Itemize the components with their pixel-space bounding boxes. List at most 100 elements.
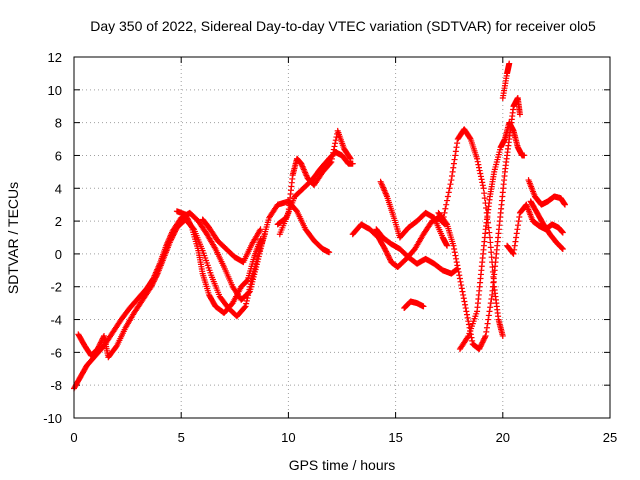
data-point	[451, 249, 458, 256]
y-tick-label: -2	[50, 280, 62, 295]
y-tick-label: -6	[50, 345, 62, 360]
data-point	[487, 300, 494, 307]
data-point	[245, 289, 252, 296]
data-point	[487, 304, 494, 311]
data-point	[476, 167, 483, 174]
data-point	[148, 283, 155, 290]
data-point	[168, 236, 175, 243]
data-point	[447, 181, 454, 188]
series-sat-o	[525, 177, 568, 208]
data-point	[450, 160, 457, 167]
data-point	[98, 338, 105, 345]
chart-title: Day 350 of 2022, Sidereal Day-to-day VTE…	[90, 18, 596, 34]
data-point	[476, 344, 483, 351]
data-point	[97, 340, 104, 347]
data-point	[454, 140, 461, 147]
x-tick-label: 0	[70, 430, 77, 445]
data-point	[170, 232, 177, 239]
y-tick-label: -8	[50, 378, 62, 393]
data-point	[149, 281, 156, 288]
data-point	[477, 170, 484, 177]
data-point	[480, 338, 487, 345]
data-point	[481, 190, 488, 197]
data-point	[440, 213, 447, 220]
data-point	[513, 234, 520, 241]
series-sat-h	[377, 178, 451, 249]
data-point	[474, 158, 481, 165]
data-point	[243, 297, 250, 304]
y-tick-label: -10	[43, 411, 62, 426]
data-point	[261, 231, 268, 238]
data-point	[184, 215, 191, 222]
data-point	[475, 161, 482, 168]
data-point	[456, 275, 463, 282]
data-point	[188, 223, 195, 230]
data-points	[71, 60, 568, 392]
data-point	[481, 335, 488, 342]
data-point	[151, 277, 158, 284]
data-point	[384, 251, 391, 258]
data-point	[382, 247, 389, 254]
data-point	[460, 291, 467, 298]
data-point	[444, 193, 451, 200]
data-point	[244, 277, 251, 284]
data-point	[515, 222, 522, 229]
data-point	[513, 230, 520, 237]
data-point	[441, 209, 448, 216]
data-point	[446, 185, 453, 192]
data-point	[511, 242, 518, 249]
data-point	[458, 285, 465, 292]
x-axis-label: GPS time / hours	[289, 457, 396, 473]
data-point	[167, 237, 174, 244]
series-sat-k	[435, 95, 523, 353]
data-point	[482, 334, 489, 341]
data-point	[480, 185, 487, 192]
series-sat-m	[456, 119, 528, 353]
data-point	[452, 148, 459, 155]
data-point	[452, 152, 459, 159]
data-point	[148, 282, 155, 289]
y-tick-label: 2	[55, 214, 62, 229]
data-point	[558, 244, 565, 251]
data-point	[455, 268, 462, 275]
data-point	[509, 250, 516, 257]
data-point	[185, 216, 192, 223]
data-point	[170, 231, 177, 238]
data-point	[486, 229, 493, 236]
data-point	[486, 308, 493, 315]
data-point	[485, 312, 492, 319]
data-point	[385, 253, 392, 260]
data-point	[464, 314, 471, 321]
series-sat-n	[499, 60, 513, 102]
data-point	[385, 252, 392, 259]
y-tick-label: -4	[50, 313, 62, 328]
data-point	[456, 272, 463, 279]
data-point	[457, 278, 464, 285]
data-point	[479, 179, 486, 186]
data-point	[561, 201, 568, 208]
data-point	[243, 278, 250, 285]
data-point	[150, 279, 157, 286]
data-point	[442, 205, 449, 212]
data-point	[512, 238, 519, 245]
data-point	[466, 135, 473, 142]
data-point	[483, 328, 490, 335]
data-point	[454, 265, 461, 272]
series-sat-c	[173, 208, 264, 316]
data-point	[452, 252, 459, 259]
data-point	[483, 324, 490, 331]
data-point	[186, 219, 193, 226]
data-point	[476, 346, 483, 353]
data-point	[445, 189, 452, 196]
data-point	[443, 220, 450, 227]
axis-ticks: 0 5 10 15 20 25 -10 -8 -6 -4 -2 0 2 4 6 8 10 12	[43, 50, 617, 445]
data-point	[506, 60, 513, 67]
data-point	[152, 274, 159, 281]
data-point	[96, 342, 103, 349]
data-point	[257, 236, 264, 243]
data-point	[460, 295, 467, 302]
series-sat-l	[439, 126, 506, 339]
data-point	[465, 318, 472, 325]
series-sat-j	[401, 298, 427, 312]
data-point	[246, 286, 253, 293]
